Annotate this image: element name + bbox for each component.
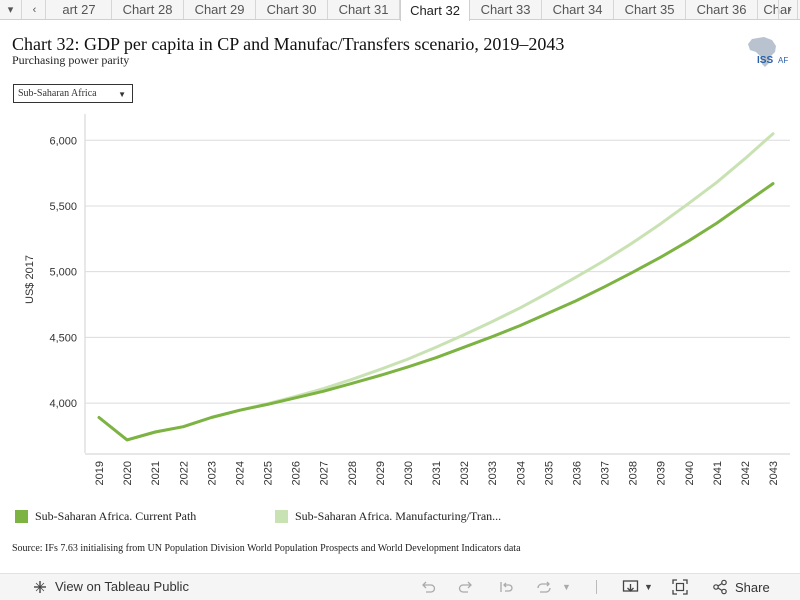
tab-chart-33[interactable]: Chart 33	[470, 0, 542, 19]
tab-chart-31[interactable]: Chart 31	[328, 0, 400, 19]
legend-item-manufacturing[interactable]: Sub-Saharan Africa. Manufacturing/Tran..…	[275, 509, 501, 524]
logo-text-iss: ISS	[757, 55, 773, 66]
legend-label-current-path: Sub-Saharan Africa. Current Path	[35, 509, 197, 523]
refresh-button[interactable]: ▼	[536, 579, 571, 595]
fullscreen-icon	[672, 579, 688, 595]
chevron-down-icon: ▼	[562, 582, 571, 592]
refresh-icon	[537, 581, 551, 593]
legend-item-current-path[interactable]: Sub-Saharan Africa. Current Path	[15, 509, 196, 524]
chevron-right-icon: ›	[787, 3, 792, 16]
sheet-tab-bar: ▾ ‹ art 27 Chart 28 Chart 29 Chart 30 Chart …	[0, 0, 800, 21]
x-tick-label: 2041	[712, 461, 724, 485]
gdp-line-chart: 4,000 4,500 5,000 5,500 6,000 2019 2020 2021 202…	[24, 114, 790, 485]
tableau-toolbar: View on Tableau Public ▼ ▼ Share	[0, 573, 800, 600]
legend-swatch-current-path	[15, 510, 28, 523]
x-tick-label: 2030	[403, 461, 415, 485]
x-tick-label: 2020	[122, 461, 134, 485]
y-tick-label: 5,500	[49, 201, 77, 213]
x-tick-label: 2038	[628, 461, 640, 485]
revert-button[interactable]	[498, 579, 514, 595]
x-tick-label: 2023	[206, 461, 218, 485]
x-tick-label: 2040	[684, 461, 696, 485]
download-button[interactable]: ▼	[622, 579, 653, 595]
x-tick-label: 2026	[291, 461, 303, 485]
region-filter-dropdown[interactable]: Sub-Saharan Africa ▼	[13, 84, 133, 103]
tab-chart-30[interactable]: Chart 30	[256, 0, 328, 19]
y-tick-label: 4,500	[49, 332, 77, 344]
y-tick-label: 4,000	[49, 398, 77, 410]
tab-scroll-right-button[interactable]: ›	[778, 0, 800, 19]
x-tick-label: 2029	[375, 461, 387, 485]
chevron-down-icon: ▾	[7, 4, 14, 16]
y-axis-title: US$ 2017	[24, 255, 36, 304]
y-tick-label: 5,000	[49, 267, 77, 279]
chart-title: Chart 32: GDP per capita in CP and Manuf…	[12, 34, 565, 54]
tab-menu-button[interactable]: ▾	[0, 0, 22, 19]
x-tick-label: 2036	[571, 461, 583, 485]
x-tick-label: 2024	[234, 461, 246, 485]
chart-subtitle: Purchasing power parity	[12, 53, 130, 67]
x-tick-label: 2042	[740, 461, 752, 485]
x-tick-label: 2034	[515, 461, 527, 485]
redo-icon	[458, 581, 472, 593]
x-tick-label: 2031	[431, 461, 443, 485]
share-label: Share	[735, 579, 770, 595]
fullscreen-button[interactable]	[672, 579, 688, 595]
tab-chart-29[interactable]: Chart 29	[184, 0, 256, 19]
share-button[interactable]: Share	[712, 579, 770, 595]
x-tick-label: 2035	[543, 461, 555, 485]
series-line-manufacturing-transfers[interactable]	[97, 132, 775, 442]
tab-chart-28[interactable]: Chart 28	[112, 0, 184, 19]
x-tick-label: 2025	[263, 461, 275, 485]
undo-button[interactable]	[420, 579, 436, 595]
chevron-down-icon: ▼	[644, 582, 653, 592]
redo-button[interactable]	[458, 579, 474, 595]
source-note: Source: IFs 7.63 initialising from UN Po…	[12, 543, 521, 554]
undo-icon	[422, 581, 436, 593]
x-tick-label: 2033	[487, 461, 499, 485]
legend-swatch-manufacturing	[275, 510, 288, 523]
tab-chart-36[interactable]: Chart 36	[686, 0, 758, 19]
chevron-left-icon: ‹	[32, 3, 37, 16]
tab-chart-35[interactable]: Chart 35	[614, 0, 686, 19]
x-tick-label: 2021	[150, 461, 162, 485]
tab-art-27[interactable]: art 27	[47, 0, 112, 19]
x-tick-label: 2037	[600, 461, 612, 485]
x-tick-label: 2019	[94, 461, 106, 485]
x-tick-label: 2039	[656, 461, 668, 485]
y-tick-label: 6,000	[49, 135, 77, 147]
legend-label-manufacturing: Sub-Saharan Africa. Manufacturing/Tran..…	[295, 509, 502, 523]
view-on-tableau-public-link[interactable]: View on Tableau Public	[33, 579, 189, 594]
tableau-icon	[34, 580, 46, 593]
tab-char[interactable]: Char	[758, 0, 798, 19]
revert-icon	[500, 582, 513, 592]
x-tick-label: 2032	[459, 461, 471, 485]
share-icon	[713, 579, 727, 595]
logo-text-af: AF	[778, 56, 788, 65]
iss-africa-logo: ISS AF	[742, 36, 790, 70]
download-icon	[622, 580, 639, 592]
x-tick-label: 2022	[178, 461, 190, 485]
x-tick-label: 2028	[347, 461, 359, 485]
view-on-tableau-public-label: View on Tableau Public	[55, 579, 189, 594]
series-line-current-path[interactable]	[97, 182, 775, 442]
toolbar-divider	[596, 580, 597, 594]
tab-scroll-left-button[interactable]: ‹	[24, 0, 46, 19]
tab-chart-34[interactable]: Chart 34	[542, 0, 614, 19]
x-tick-label: 2043	[768, 461, 780, 485]
tab-chart-32[interactable]: Chart 32	[400, 0, 470, 21]
region-filter-value: Sub-Saharan Africa	[18, 88, 97, 99]
x-tick-label: 2027	[319, 461, 331, 485]
chevron-down-icon: ▼	[118, 90, 126, 99]
